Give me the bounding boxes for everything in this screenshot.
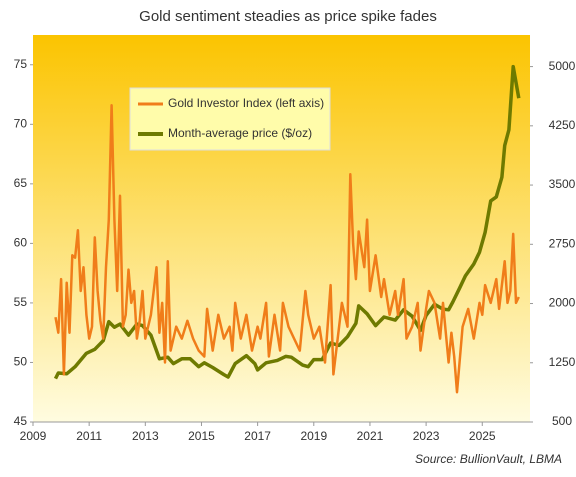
y-tick-label: 75 bbox=[14, 57, 28, 71]
y-tick-label: 55 bbox=[14, 295, 28, 309]
x-tick-label: 2015 bbox=[188, 429, 215, 443]
y2-tick-label: 1250 bbox=[549, 355, 576, 369]
y2-tick-label: 5000 bbox=[549, 59, 576, 73]
y-tick-label: 50 bbox=[14, 355, 28, 369]
y2-tick-label: 500 bbox=[552, 414, 572, 428]
series-line bbox=[53, 64, 521, 380]
y2-tick-label: 3500 bbox=[549, 177, 576, 191]
y-tick-label: 60 bbox=[14, 236, 28, 250]
x-tick-label: 2023 bbox=[413, 429, 440, 443]
y2-tick-label: 4250 bbox=[549, 118, 576, 132]
series-line bbox=[54, 104, 520, 394]
chart-title: Gold sentiment steadies as price spike f… bbox=[139, 8, 437, 25]
x-tick-label: 2021 bbox=[357, 429, 384, 443]
legend-label: Month-average price ($/oz) bbox=[168, 126, 312, 140]
x-tick-label: 2009 bbox=[20, 429, 47, 443]
x-tick-label: 2011 bbox=[76, 429, 102, 443]
x-tick-label: 2013 bbox=[132, 429, 159, 443]
y-tick-label: 65 bbox=[14, 176, 28, 190]
x-tick-label: 2019 bbox=[300, 429, 327, 443]
source: Source: BullionVault, LBMA bbox=[415, 452, 562, 466]
y-tick-label: 70 bbox=[14, 116, 28, 130]
y2-tick-label: 2000 bbox=[549, 296, 576, 310]
legend-label: Gold Investor Index (left axis) bbox=[168, 96, 324, 110]
legend bbox=[129, 87, 331, 151]
y-tick-label: 45 bbox=[14, 414, 28, 428]
x-tick-label: 2017 bbox=[244, 429, 271, 443]
x-tick-label: 2025 bbox=[469, 429, 496, 443]
y2-tick-label: 2750 bbox=[549, 236, 576, 250]
